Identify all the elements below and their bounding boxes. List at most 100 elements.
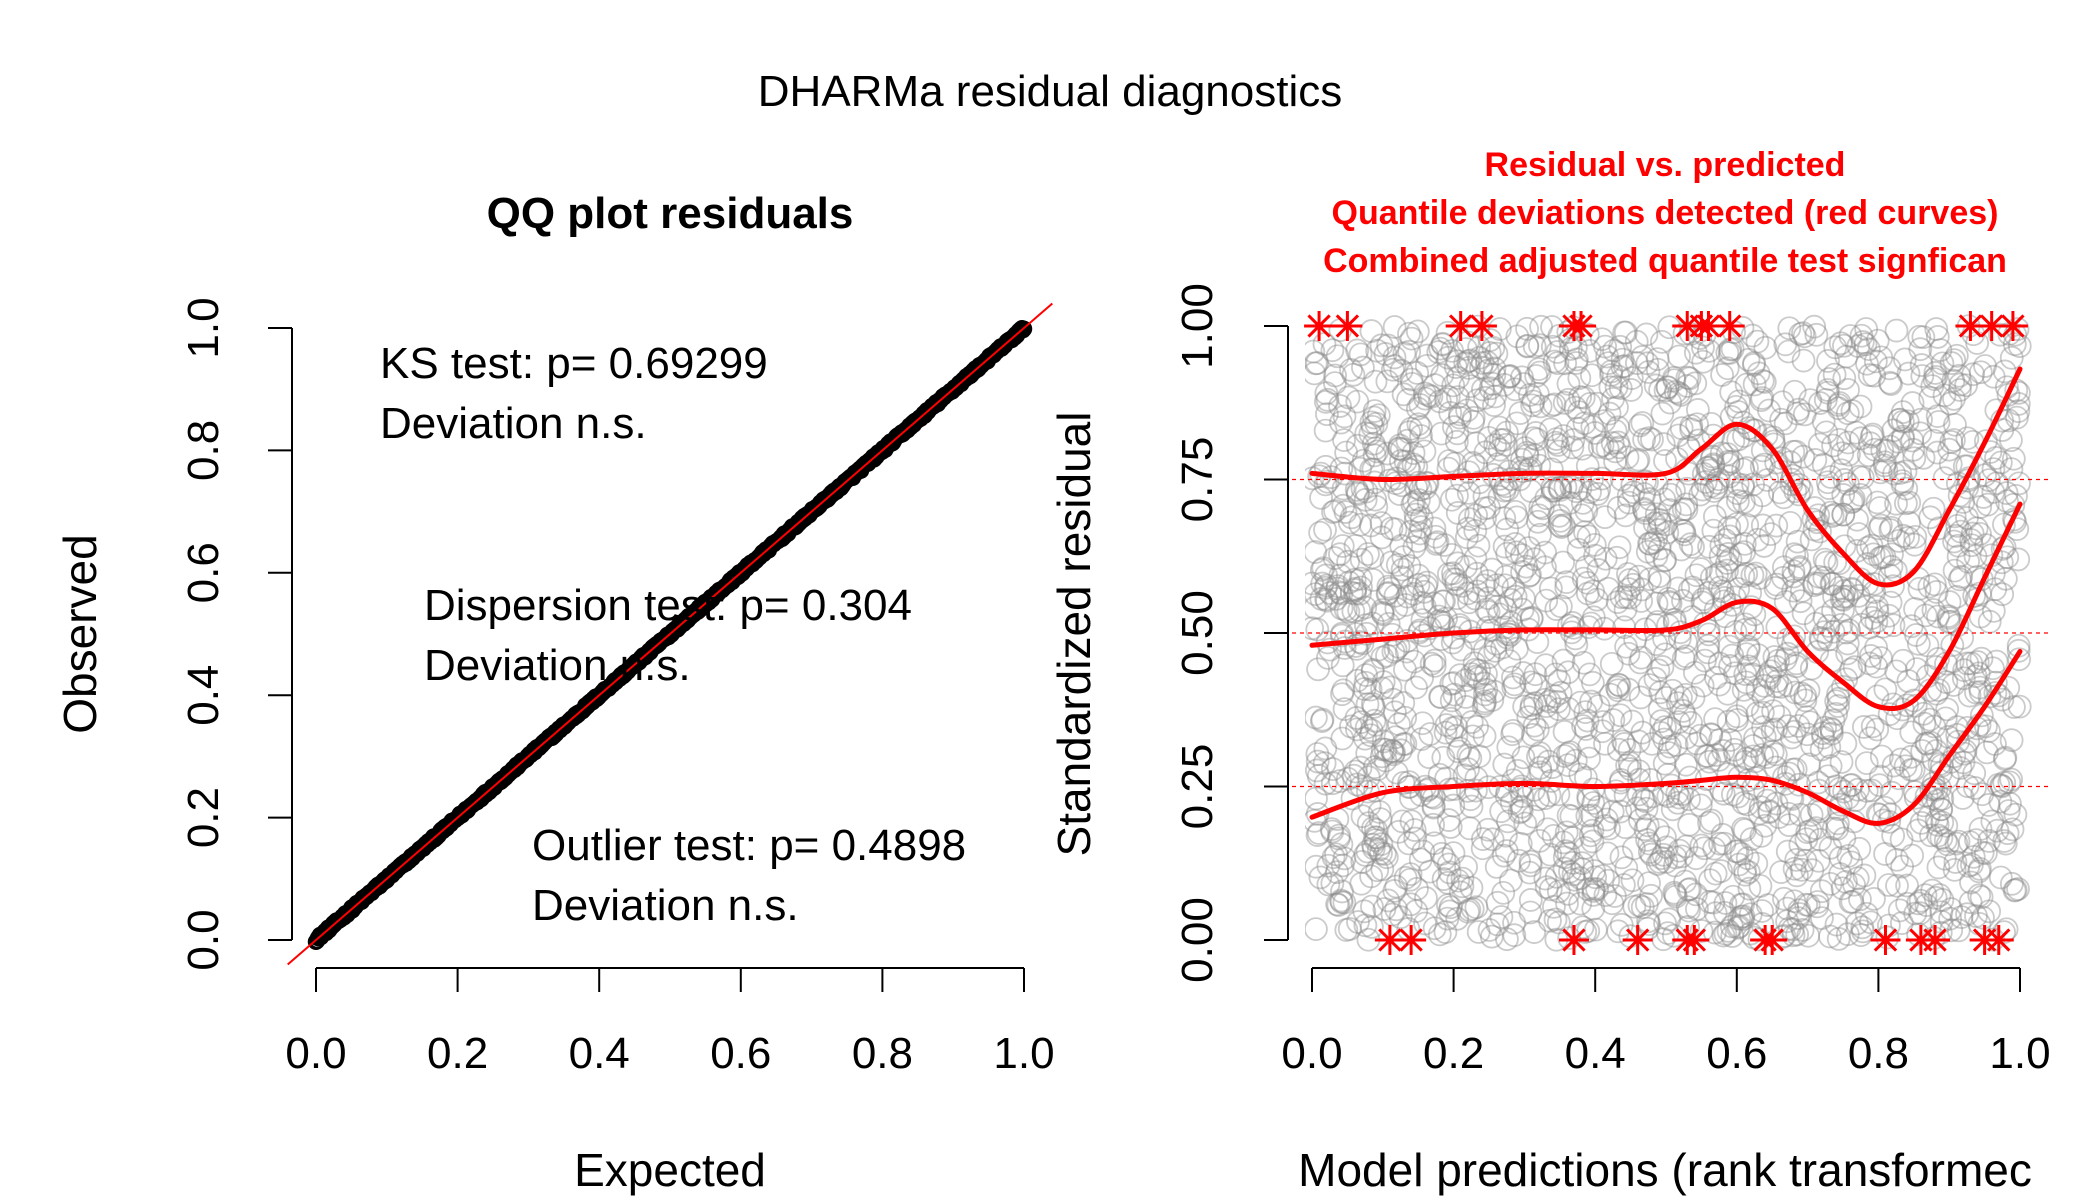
- residual-point: [1881, 418, 1906, 443]
- residual-point: [1337, 917, 1362, 941]
- residual-point: [1332, 428, 1356, 453]
- residual-point: [1528, 394, 1553, 419]
- residual-point: [1810, 906, 1834, 931]
- residual-point: [1501, 768, 1526, 793]
- residual-point: [1432, 847, 1457, 871]
- residual-point: [2005, 405, 2029, 430]
- residual-point: [1460, 724, 1485, 749]
- residual-point: [1777, 316, 1802, 341]
- residual-point: [1734, 562, 1759, 586]
- residual-point: [1464, 766, 1489, 791]
- residual-point: [1388, 905, 1413, 930]
- residual-point: [1897, 490, 1922, 515]
- residual-point: [1536, 749, 1561, 774]
- residual-point: [1369, 511, 1394, 535]
- residual-point: [1458, 374, 1483, 399]
- residual-point: [1739, 595, 1764, 619]
- residual-point: [1674, 752, 1698, 777]
- residual-point: [1577, 339, 1602, 363]
- residual-point: [1576, 919, 1601, 943]
- residual-point: [1305, 361, 1327, 386]
- residual-point: [1699, 723, 1724, 747]
- residual-point: [1838, 324, 1863, 348]
- residual-point: [1492, 752, 1517, 777]
- residual-point: [1996, 799, 2021, 823]
- residual-point: [1343, 533, 1368, 558]
- residual-point: [1681, 685, 1706, 710]
- residual-point: [1582, 859, 1607, 883]
- residual-point: [2006, 877, 2030, 901]
- residual-point: [1309, 485, 1333, 510]
- residual-point: [1480, 688, 1505, 712]
- residual-point: [1370, 676, 1394, 701]
- residual-point: [1841, 487, 1866, 511]
- residual-point: [1696, 455, 1721, 480]
- residual-point: [1436, 385, 1461, 410]
- residual-point: [1607, 535, 1632, 560]
- residual-point: [1792, 324, 1817, 349]
- residual-point: [1920, 878, 1945, 903]
- residual-point: [1704, 665, 1728, 690]
- residual-point: [1894, 476, 1919, 501]
- residual-point: [1519, 670, 1543, 695]
- residual-point: [1738, 921, 1763, 946]
- residual-point: [1369, 832, 1394, 856]
- residual-point: [1731, 473, 1755, 498]
- residual-point: [1968, 675, 1992, 700]
- residual-point: [1520, 393, 1545, 418]
- residual-point: [1788, 802, 1813, 827]
- residual-point: [1897, 510, 1921, 535]
- residual-point: [1334, 918, 1359, 942]
- residual-point: [1858, 644, 1883, 668]
- residual-point: [1817, 367, 1842, 391]
- residual-point: [1353, 595, 1378, 620]
- residual-point: [1393, 657, 1417, 682]
- residual-point: [1547, 476, 1572, 500]
- residual-point: [1709, 859, 1734, 883]
- residual-point: [1909, 353, 1934, 377]
- qq-x-tick-label: 0.0: [285, 1029, 346, 1078]
- residual-point: [1407, 521, 1432, 546]
- residual-point: [1464, 664, 1489, 689]
- residual-point: [1472, 496, 1497, 521]
- residual-point: [1442, 625, 1467, 650]
- residual-point: [1731, 904, 1756, 929]
- residual-point: [1961, 844, 1986, 869]
- residual-point: [1557, 926, 1582, 950]
- residual-point: [1444, 567, 1468, 592]
- residual-point: [1996, 382, 2021, 407]
- residual-point: [1456, 899, 1480, 924]
- residual-point: [1309, 709, 1334, 734]
- residual-point: [1410, 590, 1435, 615]
- residual-point: [1868, 764, 1893, 789]
- residual-point: [1428, 336, 1453, 361]
- residual-point: [1581, 879, 1606, 903]
- residual-point: [1845, 911, 1869, 936]
- residual-point: [1329, 888, 1353, 913]
- residual-point: [1845, 777, 1870, 802]
- residual-point: [1675, 476, 1700, 501]
- residual-point: [1487, 437, 1512, 462]
- residual-point: [1570, 436, 1595, 461]
- residual-point: [1828, 331, 1853, 356]
- residual-point: [1741, 352, 1766, 377]
- residual-x-tick-label: 0.8: [1848, 1029, 1909, 1078]
- residual-point: [1329, 581, 1354, 606]
- residual-point: [1540, 476, 1565, 500]
- residual-point: [1389, 358, 1414, 383]
- residual-point: [1518, 849, 1543, 874]
- residual-y-ticks: 0.000.250.500.751.00: [1173, 283, 1288, 983]
- residual-point: [1352, 899, 1377, 924]
- residual-point: [1865, 594, 1889, 619]
- residual-point: [1305, 705, 1328, 730]
- residual-point: [1426, 604, 1451, 629]
- residual-point: [1900, 391, 1925, 415]
- residual-point: [1731, 816, 1755, 841]
- residual-point: [1578, 480, 1602, 505]
- residual-point: [1821, 708, 1846, 733]
- residual-point: [1570, 490, 1595, 515]
- outlier-star-stroke: [1307, 314, 1331, 338]
- residual-point: [1852, 863, 1877, 888]
- residual-point: [1850, 915, 1875, 940]
- residual-point: [1899, 614, 1924, 639]
